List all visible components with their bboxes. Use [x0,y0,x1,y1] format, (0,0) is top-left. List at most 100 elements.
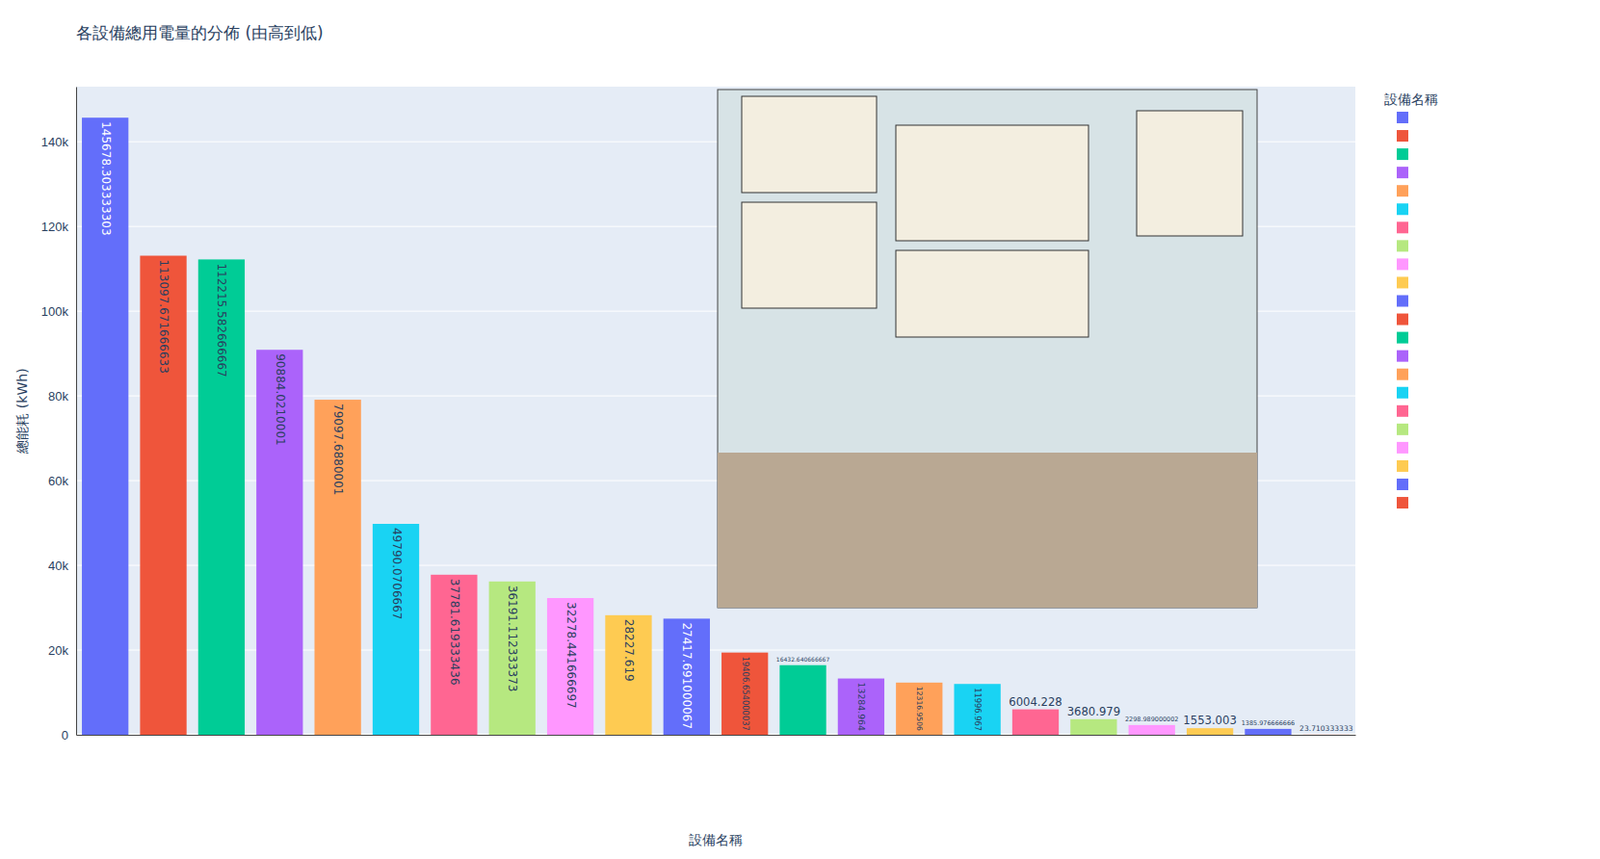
legend-swatch [1396,314,1409,326]
title: 各設備總用電量的分佈 (由高到低) [76,23,324,43]
y-tick-label: 100k [41,304,70,319]
data-label: 79097.6880001 [331,403,345,496]
bar [1186,728,1233,735]
bar [489,581,536,735]
legend-swatch [1396,442,1409,454]
y-tick: 100k [41,304,77,319]
y-tick: 20k [48,643,77,658]
y-axis-title: 總能耗 (kWh) [14,367,30,454]
data-label: 90884.0210001 [273,353,288,446]
data-label: 1385.976666666 [1241,719,1295,728]
y-tick-label: 80k [48,389,69,404]
bar [721,653,768,735]
legend-swatch [1396,221,1409,234]
x-axis [77,734,1357,737]
bar [895,682,943,735]
data-label: 23.710333333 [1299,724,1354,734]
bar [1128,725,1176,735]
illustration-board [741,96,877,193]
y-tick-label: 140k [41,134,70,150]
data-label: 19406.654000037 [740,656,751,732]
y-tick: 0 [61,728,77,743]
illustration-board [741,202,877,309]
data-label: 28227.619 [622,619,636,682]
y-axis-line [76,87,78,736]
legend-swatch [1396,350,1409,363]
y-tick-label: 120k [41,219,70,235]
illustration-board [895,125,1089,241]
legend-swatch [1396,111,1409,124]
data-label: 16432.640666667 [776,655,831,663]
legend-swatch [1396,258,1409,270]
y-axis: 0 20k 40k 60k 80k 100k 120k 140k [41,87,78,743]
legend-swatch [1396,239,1409,252]
y-tick: 140k [41,134,77,150]
bar [256,349,303,735]
data-label: 6004.228 [1008,695,1062,709]
bar [139,256,186,735]
x-axis-title: 設備名稱 [688,832,743,848]
legend-swatch [1396,166,1409,179]
legend: 設備名稱 [1384,91,1439,509]
bar [372,524,420,735]
legend-swatch [1396,460,1409,473]
legend-swatch [1396,130,1409,142]
bar [838,679,885,735]
data-label: 1553.003 [1182,713,1236,728]
y-tick: 80k [48,389,77,404]
bar [547,598,594,735]
legend-title: 設備名稱 [1384,91,1439,107]
data-label: 3680.979 [1067,705,1121,719]
x-axis-line [77,734,1357,736]
bar [953,683,1000,735]
illustration-floor [717,452,1258,608]
legend-swatch [1396,276,1409,289]
bar [1070,719,1117,735]
data-label: 37781.619333436 [447,578,462,686]
bar [198,259,245,735]
legend-swatch [1396,405,1409,418]
bar [1244,729,1291,735]
chart: 0 20k 40k 60k 80k 100k 120k 140k 145678.30333330… [0,0,1600,859]
illustration-board [895,250,1089,338]
data-label: 36191.112333373 [505,585,520,693]
y-tick-label: 60k [48,473,69,489]
legend-swatch [1396,295,1409,308]
illustration-frame [717,89,1258,608]
bar [663,618,710,735]
illustration-board [1136,110,1243,237]
y-tick: 60k [48,473,77,489]
plot-background [76,86,1356,735]
bar [430,575,477,735]
data-labels: 145678.303333303113097.671666633112215.5… [99,121,1354,734]
data-label: 27417.691000067 [680,622,694,730]
y-tick: 40k [48,558,77,574]
legend-swatch [1396,332,1409,344]
bar [779,665,826,735]
bar [81,117,129,735]
bar [1012,709,1059,735]
data-label: 145678.303333303 [99,121,113,236]
y-tick: 120k [41,219,77,235]
legend-swatch [1396,203,1409,215]
data-label: 13284.964 [856,682,867,732]
legend-swatch [1396,478,1409,491]
bar [314,399,361,735]
legend-swatch [1396,368,1409,381]
y-tick-label: 20k [48,643,69,658]
legend-swatch [1396,497,1409,509]
data-label: 49790.0706667 [390,527,404,620]
y-tick-label: 0 [61,728,69,743]
legend-swatch [1396,184,1409,197]
bars [81,117,1350,735]
bar [604,615,652,735]
legend-swatch [1396,423,1409,436]
data-label: 2298.989000002 [1125,715,1179,724]
data-label: 32278.441666697 [564,602,578,709]
data-label: 112215.582666667 [214,262,229,377]
legend-swatch [1396,148,1409,160]
data-label: 11996.967 [972,687,983,732]
y-tick-label: 40k [48,558,69,574]
data-label: 12316.9506 [915,686,924,732]
legend-swatch [1396,387,1409,399]
